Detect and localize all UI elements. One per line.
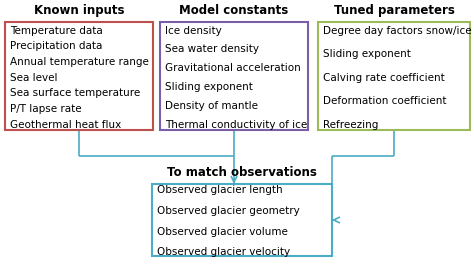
Text: Observed glacier volume: Observed glacier volume bbox=[157, 227, 288, 237]
Text: Deformation coefficient: Deformation coefficient bbox=[323, 96, 447, 106]
Text: Calving rate coefficient: Calving rate coefficient bbox=[323, 73, 445, 83]
Text: Sea water density: Sea water density bbox=[165, 44, 259, 54]
Text: Annual temperature range: Annual temperature range bbox=[10, 57, 149, 67]
Text: Sea surface temperature: Sea surface temperature bbox=[10, 88, 140, 98]
Text: Sliding exponent: Sliding exponent bbox=[323, 49, 411, 59]
Text: Degree day factors snow/ice: Degree day factors snow/ice bbox=[323, 26, 472, 36]
Text: Ice density: Ice density bbox=[165, 26, 222, 36]
Text: Density of mantle: Density of mantle bbox=[165, 101, 258, 111]
Text: Observed glacier geometry: Observed glacier geometry bbox=[157, 206, 300, 216]
Text: Precipitation data: Precipitation data bbox=[10, 41, 102, 51]
Text: Gravitational acceleration: Gravitational acceleration bbox=[165, 63, 301, 73]
Bar bbox=[152, 184, 332, 256]
Text: Thermal conductivity of ice: Thermal conductivity of ice bbox=[165, 120, 307, 130]
Bar bbox=[5, 22, 153, 130]
Text: Tuned parameters: Tuned parameters bbox=[334, 4, 455, 17]
Text: Observed glacier velocity: Observed glacier velocity bbox=[157, 247, 290, 257]
Text: Sliding exponent: Sliding exponent bbox=[165, 82, 253, 92]
Text: Observed glacier length: Observed glacier length bbox=[157, 185, 283, 195]
Text: Known inputs: Known inputs bbox=[34, 4, 124, 17]
Text: P/T lapse rate: P/T lapse rate bbox=[10, 104, 82, 114]
Text: To match observations: To match observations bbox=[167, 166, 317, 179]
Text: Geothermal heat flux: Geothermal heat flux bbox=[10, 120, 121, 130]
Text: Model constants: Model constants bbox=[179, 4, 289, 17]
Text: Temperature data: Temperature data bbox=[10, 26, 103, 36]
Bar bbox=[160, 22, 308, 130]
Bar bbox=[318, 22, 470, 130]
Text: Refreezing: Refreezing bbox=[323, 120, 378, 130]
Text: Sea level: Sea level bbox=[10, 73, 57, 83]
